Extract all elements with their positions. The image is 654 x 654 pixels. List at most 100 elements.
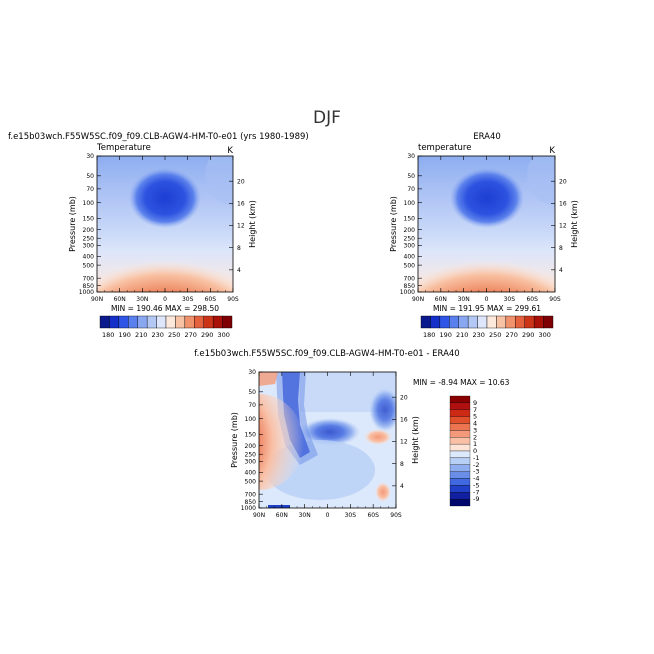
y-tick-label: 100 [245,416,257,423]
y-tick-label: 300 [83,243,95,250]
colorbar-label: 1 [473,440,477,448]
panel-diff-field [259,372,396,508]
colorbar-swatch [449,423,471,431]
y2-tick-label: 16 [237,201,245,208]
polar-cold-region [418,156,470,207]
panel-obs-colorbar: 180 190 210 230 250 270 290 300 [420,315,554,339]
y-tick-label: 300 [404,243,416,250]
colorbar-label: 5 [473,413,477,421]
polar-cold-region [97,156,147,205]
south-polar-cold-region [527,156,555,205]
diff-southern-blue [369,388,396,432]
panel-model-left-label: Temperature [96,143,151,153]
panel-model-title: f.e15b03wch.F55W5SC.f09_f09.CLB-AGW4-HM-… [8,132,309,142]
colorbar-label: 3 [473,426,477,434]
panel-diff-axes: 90N 60N 30N 0 30S 60S 90S 30 50 70 100 150 200250300… [230,369,420,519]
colorbar-swatch [449,485,471,493]
y-tick-label: 30 [86,153,94,160]
y2-tick-label: 20 [400,394,408,401]
y-tick-label: 850 [404,283,416,290]
y-tick-label: 1000 [241,505,256,512]
y-axis-label: Pressure (mb) [230,412,239,468]
colorbar-label: 9 [473,399,477,407]
y-tick-label: 300 [245,459,257,466]
colorbar-swatch [449,437,471,445]
tropical-warm-region [97,236,233,292]
y-tick-label: 500 [245,478,257,485]
y-tick-label: 30 [248,369,256,376]
colorbar-swatch [486,315,497,329]
x-tick-label: 30N [458,296,470,303]
x-tick-label: 30S [504,296,516,303]
colorbar-label: 230 [152,331,164,339]
colorbar-swatch [449,395,471,404]
colorbar-swatch [137,315,148,329]
x-tick-label: 90S [549,296,561,303]
colorbar-label: 210 [456,331,468,339]
y-tick-label: 50 [248,389,256,396]
colorbar-swatch [109,315,120,329]
panel-obs-axes: 90N 60N 30N 0 30S 60S 90S 30 50 70 100 150 200250300… [389,153,579,303]
figure-title: DJF [313,108,341,128]
x-tick-label: 90N [412,296,424,303]
y-tick-label: 700 [245,491,257,498]
y2-tick-label: 8 [237,245,241,252]
colorbar-label: 250 [489,331,501,339]
y-tick-label: 400 [83,254,95,261]
colorbar-swatch [449,430,471,438]
y-tick-label: 400 [404,254,416,261]
x-tick-label: 60S [526,296,538,303]
colorbar-swatch [449,409,471,417]
y2-tick-label: 4 [400,483,404,490]
colorbar-swatch [496,315,507,329]
colorbar-swatch [99,315,110,329]
panel-obs-stats: MIN = 191.95 MAX = 299.61 [433,304,541,313]
colorbar-label: 290 [522,331,534,339]
x-tick-label: 60N [276,512,288,519]
colorbar-swatch [175,315,186,329]
colorbar-label: 270 [185,331,197,339]
colorbar-swatch [449,464,471,472]
y-tick-label: 100 [83,200,95,207]
y-tick-label: 1000 [400,289,415,296]
x-tick-label: 30S [182,296,194,303]
colorbar-swatch [449,492,471,500]
diff-midlat-blue [300,418,360,446]
y-tick-label: 50 [86,173,94,180]
y-tick-label: 1000 [79,289,94,296]
x-tick-label: 0 [485,296,489,303]
colorbar-swatch [449,457,471,465]
x-tick-label: 90N [253,512,265,519]
colorbar-label: 190 [440,331,452,339]
colorbar-label: -3 [473,468,479,476]
diff-top-warm-strip [259,372,278,386]
y2-axis-label: Height (km) [248,200,257,248]
colorbar-label: 290 [201,331,213,339]
panel-diff-title: f.e15b03wch.F55W5SC.f09_f09.CLB-AGW4-HM-… [194,349,459,359]
y-tick-label: 70 [248,402,256,409]
y-tick-label: 30 [407,153,415,160]
y2-tick-label: 8 [559,245,563,252]
x-tick-label: 90S [390,512,402,519]
y2-tick-label: 12 [559,223,567,230]
y-tick-label: 400 [245,470,257,477]
colorbar-swatch [118,315,129,329]
x-tick-label: 0 [163,296,167,303]
colorbar-label: 190 [119,331,131,339]
colorbar-label: -2 [473,461,479,469]
colorbar-swatch [194,315,204,329]
y-tick-label: 150 [404,216,416,223]
x-tick-label: 30N [136,296,148,303]
panel-obs-right-label: K [549,146,555,156]
diff-surface-blue-strip [268,505,290,508]
colorbar-label: 210 [135,331,147,339]
y-axis-label: Pressure (mb) [389,196,398,252]
panel-model-axes: 90N 60N 30N 0 30S 60S 90S 30 50 70 100 150 200250300… [68,153,257,303]
y2-tick-label: 8 [400,461,404,468]
colorbar-swatch [430,315,441,329]
x-tick-label: 60N [435,296,447,303]
y2-tick-label: 4 [559,267,563,274]
colorbar-swatch [449,443,471,452]
